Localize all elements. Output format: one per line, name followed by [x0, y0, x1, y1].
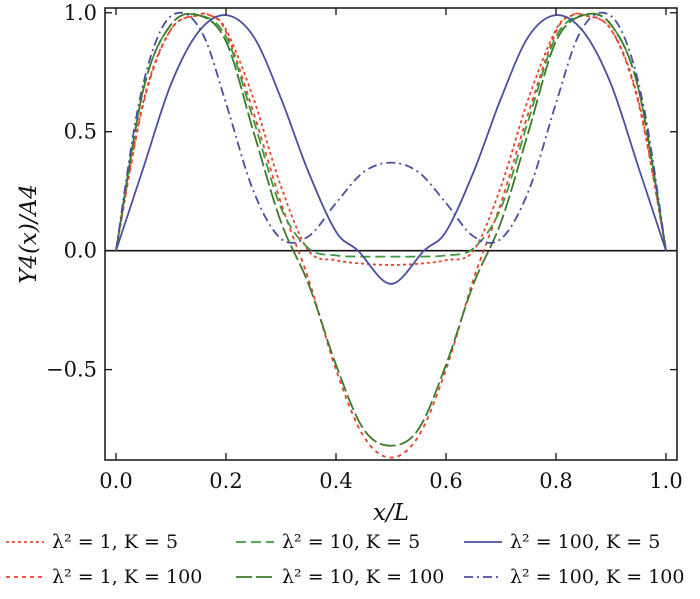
- y-tick-label: 0.0: [64, 239, 97, 263]
- x-tick-label: 0.8: [539, 469, 572, 493]
- legend: λ² = 1, K = 5 λ² = 10, K = 5 λ² = 100, K =…: [6, 531, 684, 588]
- y-axis-label-group: Y4(x)/A4: [16, 184, 42, 284]
- y-tick-label: 0.5: [64, 120, 97, 144]
- legend-label-3: λ² = 10, K = 5: [282, 531, 420, 553]
- x-axis-label: x/L: [373, 500, 409, 526]
- ticks-layer: 0.0 0.2 0.4 0.6 0.8 1.0 1.0 0.5 0.0 −0.5: [46, 1, 683, 493]
- series-line-2: [115, 12, 667, 459]
- y-tick-label: 1.0: [64, 1, 97, 25]
- series-line-3: [115, 13, 667, 258]
- legend-label-2: λ² = 1, K = 100: [52, 566, 202, 588]
- series-line-6: [115, 11, 667, 251]
- x-tick-label: 0.6: [429, 469, 462, 493]
- legend-label-5: λ² = 100, K = 5: [510, 531, 660, 553]
- y-tick-label: −0.5: [46, 358, 97, 382]
- series-layer: [115, 11, 667, 459]
- series-line-1: [115, 12, 667, 266]
- legend-label-4: λ² = 10, K = 100: [282, 566, 444, 588]
- plot-frame: [104, 7, 678, 461]
- series-line-4: [115, 12, 667, 447]
- legend-label-1: λ² = 1, K = 5: [52, 531, 178, 553]
- x-tick-label: 0.0: [99, 469, 132, 493]
- x-tick-label: 0.4: [319, 469, 352, 493]
- legend-label-6: λ² = 100, K = 100: [510, 566, 684, 588]
- x-tick-label: 1.0: [649, 469, 682, 493]
- series-line-5: [115, 14, 667, 285]
- y-axis-label: Y4(x)/A4: [16, 184, 42, 284]
- x-tick-label: 0.2: [209, 469, 242, 493]
